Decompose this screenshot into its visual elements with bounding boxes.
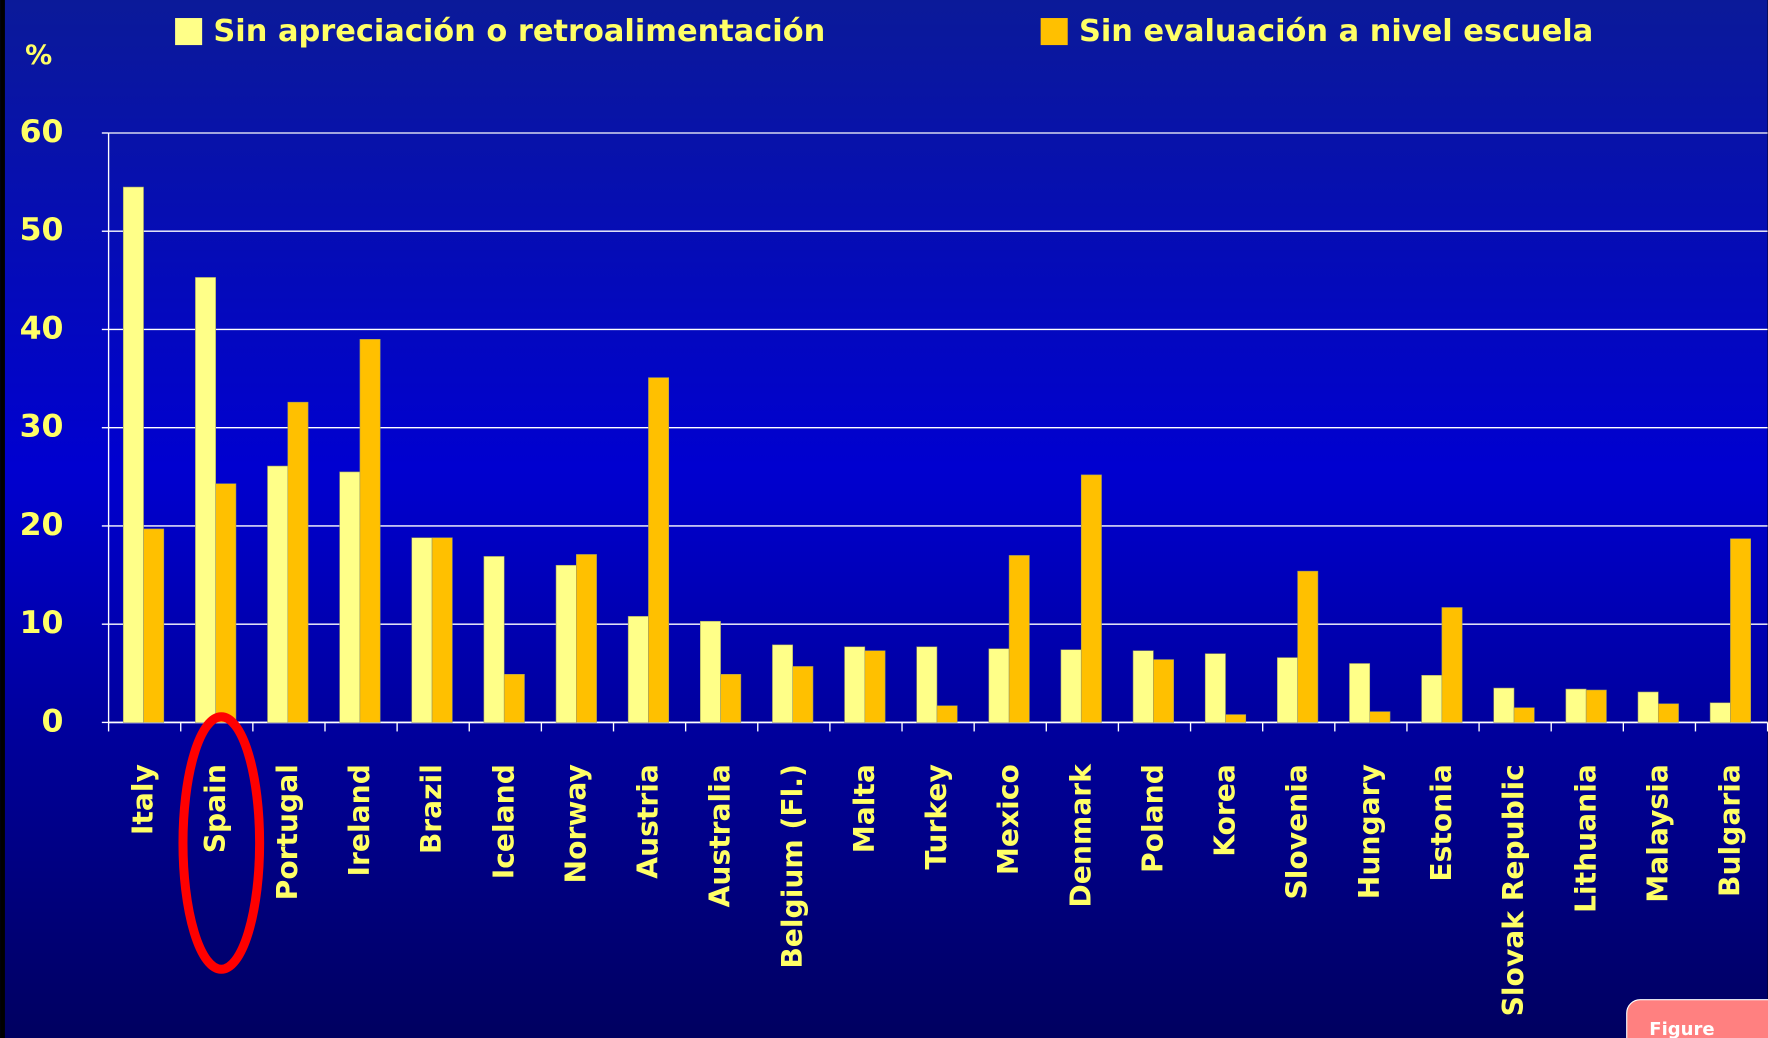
bar bbox=[1369, 711, 1391, 723]
bar bbox=[122, 186, 144, 723]
bar bbox=[1153, 659, 1174, 723]
bar bbox=[1441, 607, 1463, 723]
x-tick-label: Malta bbox=[848, 764, 881, 853]
bar bbox=[1204, 653, 1226, 723]
bar bbox=[359, 339, 381, 723]
x-tick-label: Estonia bbox=[1425, 764, 1458, 881]
bar bbox=[1080, 474, 1102, 723]
x-tick-label: Slovak Republic bbox=[1497, 764, 1530, 1016]
bar bbox=[864, 650, 886, 723]
y-tick-label: 30 bbox=[20, 409, 64, 445]
bar bbox=[503, 674, 525, 723]
y-tick-label: 10 bbox=[20, 605, 64, 641]
x-tick-label: Spain bbox=[199, 764, 232, 853]
y-tick-label: 50 bbox=[20, 212, 64, 248]
bar bbox=[936, 705, 958, 723]
bar bbox=[772, 644, 793, 723]
x-tick-label: Belgium (Fl.) bbox=[776, 764, 809, 969]
bar bbox=[1060, 649, 1082, 723]
edge bbox=[0, 0, 5, 1038]
x-tick-label: Portugal bbox=[271, 764, 304, 900]
figure-button[interactable] bbox=[1626, 999, 1768, 1038]
bar bbox=[339, 471, 361, 723]
y-tick-label: 60 bbox=[20, 114, 64, 150]
bar bbox=[1585, 689, 1607, 723]
x-tick-label: Mexico bbox=[992, 764, 1025, 875]
bar bbox=[1349, 663, 1371, 723]
bar bbox=[627, 616, 649, 723]
bar bbox=[1637, 691, 1659, 723]
x-tick-label: Australia bbox=[704, 764, 737, 907]
x-tick-label: Slovenia bbox=[1281, 764, 1314, 899]
x-tick-label: Iceland bbox=[487, 764, 520, 879]
y-axis-label: % bbox=[25, 40, 52, 71]
highlight bbox=[178, 712, 265, 974]
bar bbox=[287, 401, 309, 723]
y-tick-label: 0 bbox=[42, 703, 64, 739]
x-tick-label: Ireland bbox=[343, 764, 376, 876]
bar bbox=[844, 646, 866, 723]
bar bbox=[1513, 707, 1535, 723]
bar bbox=[988, 648, 1010, 723]
bar bbox=[720, 674, 742, 723]
bar bbox=[267, 465, 289, 723]
legend-label: Sin apreciación o retroalimentación bbox=[213, 14, 825, 49]
bar bbox=[792, 666, 814, 723]
figure-label: Figure bbox=[1649, 1019, 1714, 1038]
bar bbox=[555, 564, 577, 723]
x-tick-label: Bulgaria bbox=[1714, 764, 1747, 897]
x-tick-label: Lithuania bbox=[1569, 764, 1602, 913]
bar bbox=[215, 483, 237, 723]
x-tick-label: Poland bbox=[1136, 764, 1169, 873]
bar bbox=[576, 554, 597, 723]
bar bbox=[1277, 657, 1298, 723]
bar bbox=[1008, 555, 1030, 723]
x-tick-label: Malaysia bbox=[1641, 764, 1674, 903]
bar bbox=[1225, 714, 1247, 723]
bar bbox=[1297, 570, 1319, 723]
bar bbox=[195, 277, 216, 723]
x-tick-label: Austria bbox=[632, 764, 665, 879]
legend-swatch bbox=[1040, 18, 1068, 46]
bar bbox=[1709, 702, 1731, 723]
bar bbox=[916, 646, 938, 723]
x-tick-label: Norway bbox=[559, 764, 592, 883]
y-tick-label: 40 bbox=[20, 310, 64, 346]
bar bbox=[1421, 674, 1443, 723]
bar bbox=[1493, 687, 1515, 723]
bar bbox=[411, 537, 433, 723]
legend-swatch bbox=[175, 18, 203, 46]
bar bbox=[143, 528, 165, 723]
y-tick-label: 20 bbox=[20, 507, 64, 543]
x-tick-label: Denmark bbox=[1064, 763, 1097, 908]
bar bbox=[1730, 538, 1751, 723]
legend-label: Sin evaluación a nivel escuela bbox=[1079, 14, 1593, 49]
x-tick-label: Hungary bbox=[1353, 764, 1386, 899]
x-tick-label: Brazil bbox=[415, 764, 448, 854]
bar bbox=[1565, 688, 1587, 723]
bar bbox=[1657, 703, 1679, 723]
bar bbox=[648, 377, 670, 723]
x-tick-label: Korea bbox=[1209, 764, 1242, 857]
bar bbox=[700, 620, 721, 723]
bar bbox=[483, 556, 505, 723]
bar bbox=[1132, 650, 1154, 723]
x-tick-label: Italy bbox=[127, 764, 160, 835]
bar bbox=[431, 537, 453, 723]
x-tick-label: Turkey bbox=[920, 764, 953, 869]
